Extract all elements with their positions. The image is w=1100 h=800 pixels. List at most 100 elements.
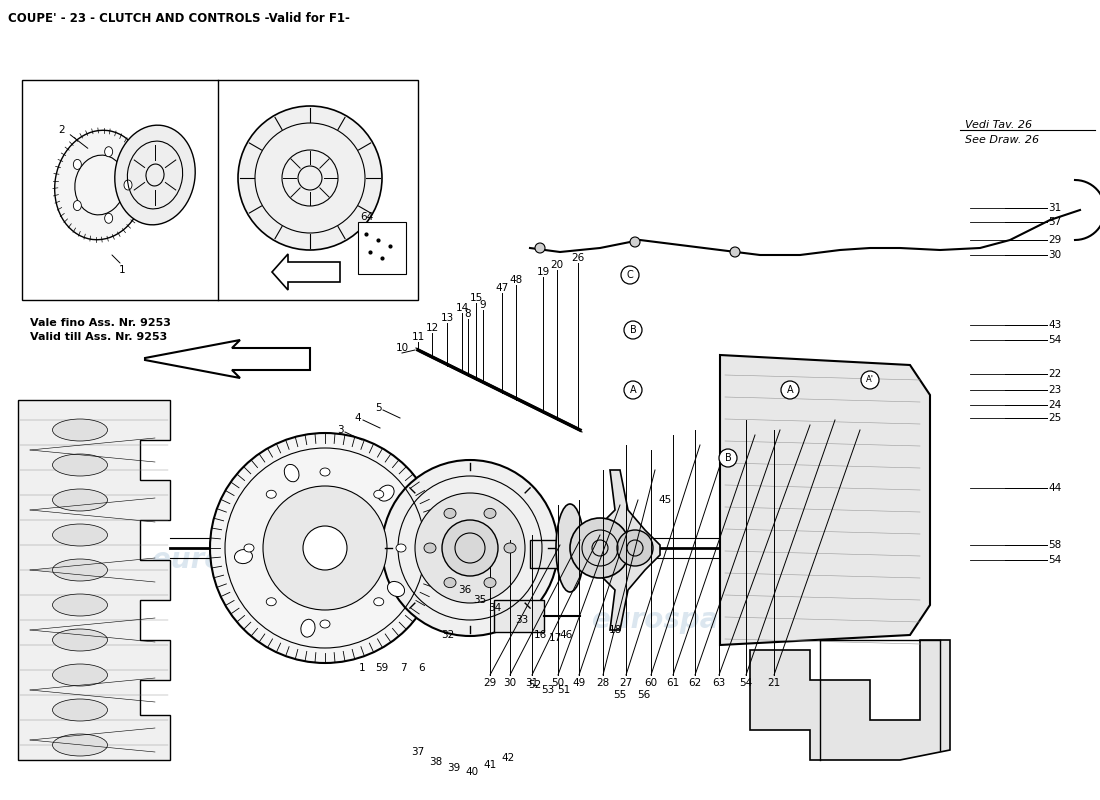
Text: 20: 20 — [550, 260, 563, 270]
Text: 29: 29 — [1048, 235, 1062, 245]
Text: 12: 12 — [426, 323, 439, 333]
Text: 36: 36 — [459, 585, 472, 595]
Circle shape — [621, 266, 639, 284]
Text: A': A' — [866, 375, 874, 385]
Text: 60: 60 — [645, 678, 658, 688]
Circle shape — [630, 237, 640, 247]
Circle shape — [238, 106, 382, 250]
Circle shape — [210, 433, 440, 663]
Text: 24: 24 — [1048, 400, 1062, 410]
Circle shape — [617, 530, 653, 566]
Text: See Draw. 26: See Draw. 26 — [965, 135, 1040, 145]
Polygon shape — [272, 254, 340, 290]
Text: 59: 59 — [375, 663, 388, 673]
Text: 7: 7 — [399, 663, 406, 673]
Ellipse shape — [320, 620, 330, 628]
Polygon shape — [18, 400, 170, 760]
Text: 46: 46 — [560, 630, 573, 640]
Text: 43: 43 — [1048, 320, 1062, 330]
Text: 27: 27 — [619, 678, 632, 688]
Ellipse shape — [244, 544, 254, 552]
Text: 31: 31 — [526, 678, 539, 688]
Text: 16: 16 — [534, 630, 547, 640]
Text: eurospares: eurospares — [592, 606, 768, 634]
Ellipse shape — [266, 598, 276, 606]
Text: B: B — [629, 325, 637, 335]
Ellipse shape — [444, 508, 456, 518]
Text: 53: 53 — [541, 685, 554, 695]
Text: 32: 32 — [441, 630, 454, 640]
Text: B: B — [725, 453, 732, 463]
Ellipse shape — [234, 550, 252, 563]
Polygon shape — [750, 640, 950, 760]
Ellipse shape — [53, 454, 108, 476]
Text: 17: 17 — [549, 633, 562, 643]
Circle shape — [624, 381, 642, 399]
Bar — [358, 222, 406, 274]
Text: COUPE' - 23 - CLUTCH AND CONTROLS -Valid for F1-: COUPE' - 23 - CLUTCH AND CONTROLS -Valid… — [8, 12, 350, 25]
Ellipse shape — [301, 619, 315, 637]
Polygon shape — [590, 470, 660, 630]
Circle shape — [263, 486, 387, 610]
Ellipse shape — [74, 201, 81, 210]
Ellipse shape — [53, 734, 108, 756]
Circle shape — [442, 520, 498, 576]
Ellipse shape — [53, 419, 108, 441]
Ellipse shape — [266, 490, 276, 498]
Text: 47: 47 — [495, 283, 508, 293]
Text: 56: 56 — [637, 690, 650, 700]
Text: 30: 30 — [504, 678, 517, 688]
Text: 54: 54 — [1048, 335, 1062, 345]
Text: 51: 51 — [558, 685, 571, 695]
Ellipse shape — [284, 464, 299, 482]
Ellipse shape — [53, 629, 108, 651]
Bar — [530, 540, 568, 568]
Circle shape — [781, 381, 799, 399]
Text: Vale fino Ass. Nr. 9253: Vale fino Ass. Nr. 9253 — [30, 318, 170, 328]
Text: 39: 39 — [448, 763, 461, 773]
Ellipse shape — [53, 489, 108, 511]
Ellipse shape — [114, 125, 195, 225]
Polygon shape — [720, 355, 930, 645]
Text: A: A — [786, 385, 793, 395]
Circle shape — [730, 247, 740, 257]
Ellipse shape — [396, 544, 406, 552]
Text: 40: 40 — [465, 767, 478, 777]
Text: 34: 34 — [488, 603, 502, 613]
Ellipse shape — [124, 180, 132, 190]
Text: 41: 41 — [483, 760, 496, 770]
Circle shape — [570, 518, 630, 578]
Text: 23: 23 — [1048, 385, 1062, 395]
Text: 35: 35 — [473, 595, 486, 605]
Text: 57: 57 — [1048, 217, 1062, 227]
Ellipse shape — [53, 594, 108, 616]
Text: 18: 18 — [608, 625, 622, 635]
Text: 44: 44 — [1048, 483, 1062, 493]
Ellipse shape — [504, 543, 516, 553]
Ellipse shape — [374, 598, 384, 606]
Text: 54: 54 — [739, 678, 752, 688]
Circle shape — [535, 243, 544, 253]
Text: 6: 6 — [419, 663, 426, 673]
Circle shape — [415, 493, 525, 603]
Text: 33: 33 — [516, 615, 529, 625]
Polygon shape — [145, 340, 310, 378]
Text: 26: 26 — [571, 253, 584, 263]
Text: 15: 15 — [470, 293, 483, 303]
Text: 19: 19 — [537, 267, 550, 277]
Text: 21: 21 — [768, 678, 781, 688]
Text: 58: 58 — [1048, 540, 1062, 550]
Text: 37: 37 — [411, 747, 425, 757]
Circle shape — [719, 449, 737, 467]
Ellipse shape — [484, 578, 496, 588]
Ellipse shape — [556, 504, 584, 592]
Text: 52: 52 — [528, 680, 541, 690]
Text: 9: 9 — [480, 300, 486, 310]
Ellipse shape — [387, 582, 405, 597]
Text: 63: 63 — [713, 678, 726, 688]
Text: 5: 5 — [375, 403, 382, 413]
Text: 10: 10 — [395, 343, 408, 353]
Text: 62: 62 — [689, 678, 702, 688]
Text: C: C — [627, 270, 634, 280]
Text: Valid till Ass. Nr. 9253: Valid till Ass. Nr. 9253 — [30, 332, 167, 342]
